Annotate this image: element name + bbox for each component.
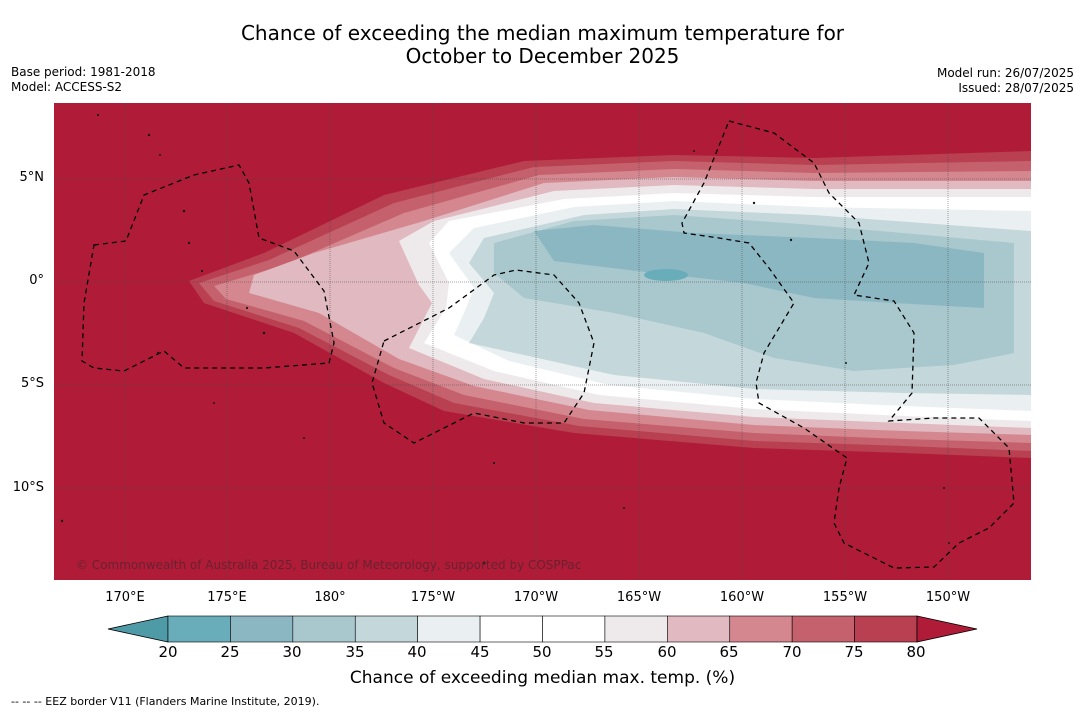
lat-label-5n: 5°N xyxy=(19,170,45,185)
colorbar-low-arrow xyxy=(107,615,169,643)
lon-label-180: 180° xyxy=(314,590,346,605)
colorbar-segment xyxy=(542,615,606,643)
issued-date: Issued: 28/07/2025 xyxy=(958,81,1074,95)
eez-kiribati-gilbert xyxy=(81,164,335,372)
colorbar-segments xyxy=(167,615,918,643)
colorbar-segment xyxy=(479,615,543,643)
colorbar-tick: 60 xyxy=(657,643,677,661)
colorbar-segment xyxy=(667,615,731,643)
colorbar-segment xyxy=(230,615,294,643)
colorbar-segment xyxy=(791,615,855,643)
colorbar xyxy=(107,615,978,643)
islands xyxy=(60,113,950,565)
band-25 xyxy=(534,225,984,308)
model-run-date: Model run: 26/07/2025 xyxy=(936,66,1074,80)
colorbar-tick: 50 xyxy=(532,643,552,661)
colorbar-segment xyxy=(854,615,918,643)
lat-label-5s: 5°S xyxy=(20,376,44,391)
colorbar-high-arrow xyxy=(916,615,978,643)
graticule xyxy=(54,103,1031,580)
lat-label-0: 0° xyxy=(29,273,44,288)
colorbar-label: Chance of exceeding median max. temp. (%… xyxy=(349,668,736,688)
colorbar-segment xyxy=(354,615,418,643)
eez-borders xyxy=(81,120,1015,569)
model-info: Base period: 1981-2018 Model: ACCESS-S2 xyxy=(11,65,156,95)
colorbar-tick: 40 xyxy=(407,643,427,661)
colorbar-tick: 25 xyxy=(220,643,240,661)
colorbar-segment xyxy=(417,615,481,643)
colorbar-tick: 35 xyxy=(345,643,365,661)
colorbar-tick: 65 xyxy=(719,643,739,661)
colorbar-tick: 30 xyxy=(282,643,302,661)
map-title-line2: October to December 2025 xyxy=(405,44,680,68)
colorbar-tick: 20 xyxy=(158,643,178,661)
lon-label-155w: 155°W xyxy=(822,590,868,605)
map-title-line1: Chance of exceeding the median maximum t… xyxy=(240,21,845,45)
lon-label-175e: 175°E xyxy=(207,590,247,605)
eez-legend-note: -- -- -- EEZ border V11 (Flanders Marine… xyxy=(11,695,320,708)
eez-kiribati-line xyxy=(681,120,1015,569)
colorbar-tick: 70 xyxy=(782,643,802,661)
colorbar-segment xyxy=(729,615,793,643)
colorbar-tick: 75 xyxy=(844,643,864,661)
band-20 xyxy=(644,269,688,281)
run-info: Model run: 26/07/2025 Issued: 28/07/2025 xyxy=(937,66,1074,96)
colorbar-segment xyxy=(292,615,356,643)
colorbar-segment xyxy=(604,615,668,643)
copyright-notice: © Commonwealth of Australia 2025, Bureau… xyxy=(76,558,582,572)
colorbar-segment xyxy=(167,615,231,643)
lon-label-160w: 160°W xyxy=(719,590,765,605)
colorbar-tick: 55 xyxy=(594,643,614,661)
eez-kiribati-phoenix xyxy=(371,269,595,444)
lon-label-150w: 150°W xyxy=(925,590,971,605)
colorbar-tick: 45 xyxy=(470,643,490,661)
lat-label-10s: 10°S xyxy=(12,480,44,495)
base-period: Base period: 1981-2018 xyxy=(11,65,156,79)
lon-label-170e: 170°E xyxy=(105,590,145,605)
lon-label-165w: 165°W xyxy=(616,590,662,605)
probability-map xyxy=(54,103,1031,580)
lon-label-170w: 170°W xyxy=(513,590,559,605)
model-name: Model: ACCESS-S2 xyxy=(11,80,123,94)
colorbar-tick: 80 xyxy=(906,643,926,661)
lon-label-175w: 175°W xyxy=(410,590,456,605)
